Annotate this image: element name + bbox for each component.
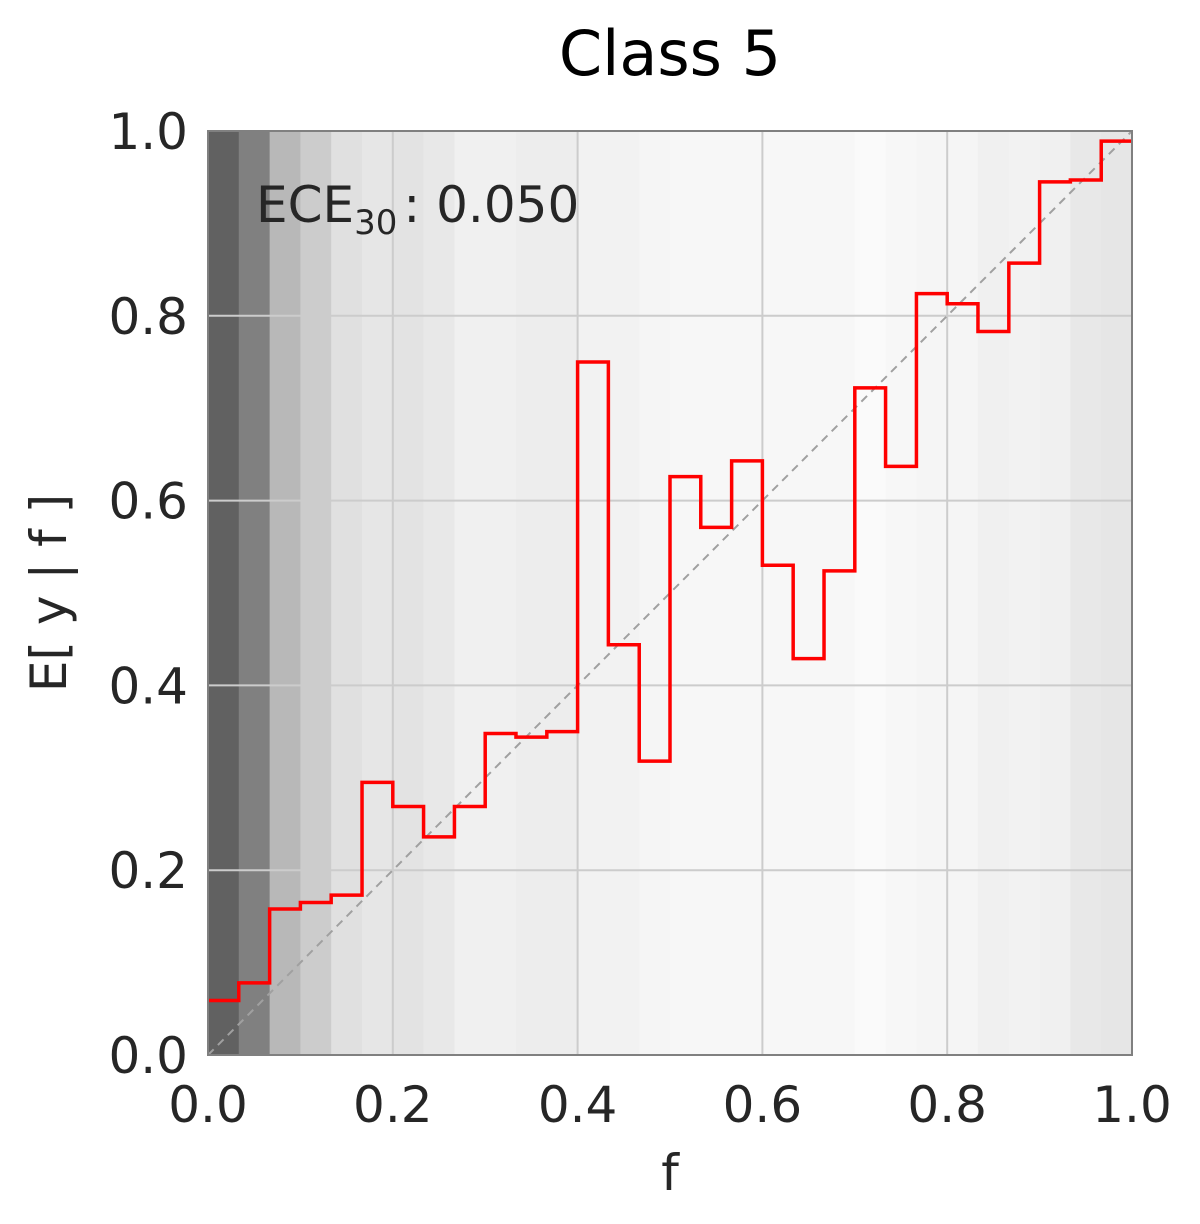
y-tick-labels: 0.0 0.2 0.4 0.6 0.8 1.0: [108, 103, 188, 1085]
ece-annotation: ECE30: 0.050: [256, 176, 579, 243]
plot-frame: [207, 130, 1133, 1056]
bin-shade: [300, 131, 332, 1055]
bin-shade: [269, 131, 301, 1055]
x-axis-label: f: [661, 1144, 680, 1202]
x-tick-label: 0.0: [168, 1076, 248, 1134]
bin-shade: [916, 131, 948, 1055]
bin-shade: [208, 131, 240, 1055]
y-tick-label: 0.0: [108, 1027, 188, 1085]
y-tick-label: 0.4: [108, 657, 188, 715]
ece-value: : 0.050: [403, 176, 579, 234]
y-tick-label: 0.8: [108, 288, 188, 346]
bin-shade: [331, 131, 363, 1055]
bin-shade: [670, 131, 702, 1055]
bin-shade: [639, 131, 671, 1055]
ece-label: ECE: [256, 176, 354, 234]
x-tick-label: 1.0: [1092, 1076, 1172, 1134]
bin-shade: [1039, 131, 1071, 1055]
bin-shade: [577, 131, 609, 1055]
bin-shade: [977, 131, 1010, 1055]
bin-shade: [1101, 131, 1133, 1055]
bin-shade: [485, 131, 517, 1055]
bin-shade: [854, 131, 887, 1055]
bin-shade: [362, 131, 394, 1055]
y-tick-label: 0.6: [108, 473, 188, 531]
y-tick-label: 1.0: [108, 103, 188, 161]
bin-shade: [885, 131, 918, 1055]
bin-shade: [1070, 131, 1102, 1055]
bin-shade: [947, 131, 979, 1055]
chart-title: Class 5: [559, 17, 781, 90]
bin-shade: [1008, 131, 1041, 1055]
y-axis-label: E[ y | f ]: [20, 494, 78, 692]
bin-shade: [423, 131, 456, 1055]
bin-shade: [731, 131, 763, 1055]
bin-shade: [793, 131, 825, 1055]
x-tick-label: 0.2: [353, 1076, 433, 1134]
ece-subscript: 30: [354, 203, 397, 243]
reliability-curve: [208, 139, 1132, 1003]
x-tick-label: 0.8: [907, 1076, 987, 1134]
bin-shading: [208, 131, 1133, 1055]
bin-shade: [608, 131, 640, 1055]
x-tick-label: 0.6: [723, 1076, 803, 1134]
bin-shade: [762, 131, 794, 1055]
x-tick-labels: 0.0 0.2 0.4 0.6 0.8 1.0: [168, 1076, 1172, 1134]
bin-shade: [392, 131, 425, 1055]
perfect-calibration-line: [207, 130, 1133, 1056]
bin-shade: [824, 131, 856, 1055]
bin-shade: [515, 131, 548, 1055]
bin-shade: [238, 131, 271, 1055]
bin-shade: [700, 131, 733, 1055]
y-tick-label: 0.2: [108, 842, 188, 900]
bin-shade: [454, 131, 486, 1055]
x-tick-label: 0.4: [538, 1076, 618, 1134]
bin-shade: [546, 131, 579, 1055]
